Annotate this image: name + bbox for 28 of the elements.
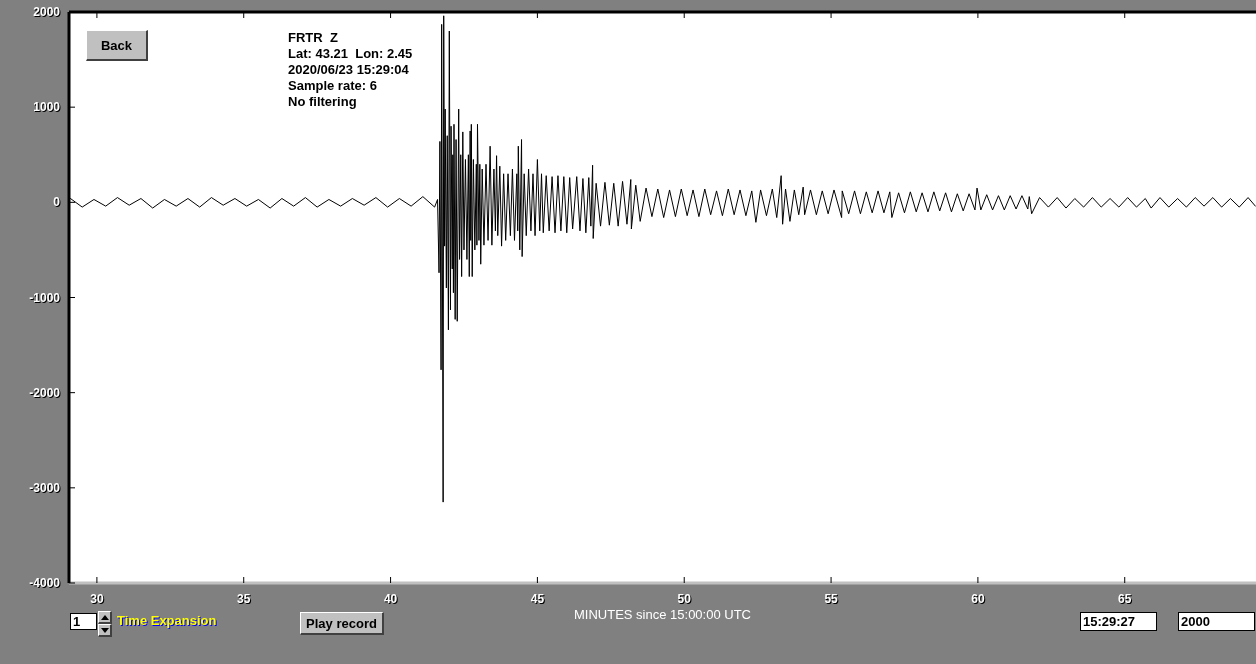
annotation: No filtering [288,94,357,109]
x-tick-label: 50 [677,591,692,606]
text: Time Expansion [117,613,217,628]
x-tick-label: 60 [971,591,985,606]
y-tick-label: 0 [53,195,61,210]
y-tick-label: -1000 [29,290,61,305]
y-tick-label: -3000 [29,480,61,495]
annotation: Back [100,37,133,53]
x-tick-label: 45 [530,591,545,606]
y-tick-label: -2000 [29,385,61,400]
button: Back [86,30,148,61]
x-tick-label: 55 [824,591,839,606]
text-field: 2000 [1178,612,1255,631]
annotation: 2020/06/23 15:29:04 [288,62,409,77]
x-axis-title: MINUTES since 15:00:00 UTC [573,607,752,623]
x-tick-label: 40 [383,591,398,606]
button: Play record [300,612,384,635]
text-field: 15:29:27 [1080,612,1157,631]
annotation: FRTR Z [288,30,338,45]
y-tick-label: 2000 [33,5,61,19]
annotation: Sample rate: 6 [288,78,377,93]
x-tick-label: 65 [1118,591,1132,606]
x-tick-label: 30 [90,591,104,606]
text-field: 1 [70,613,97,630]
annotation: Lat: 43.21 Lon: 2.45 [288,46,413,61]
y-tick-label: -4000 [29,576,61,590]
x-tick-label: 35 [237,591,251,606]
y-tick-label: 1000 [33,100,61,115]
